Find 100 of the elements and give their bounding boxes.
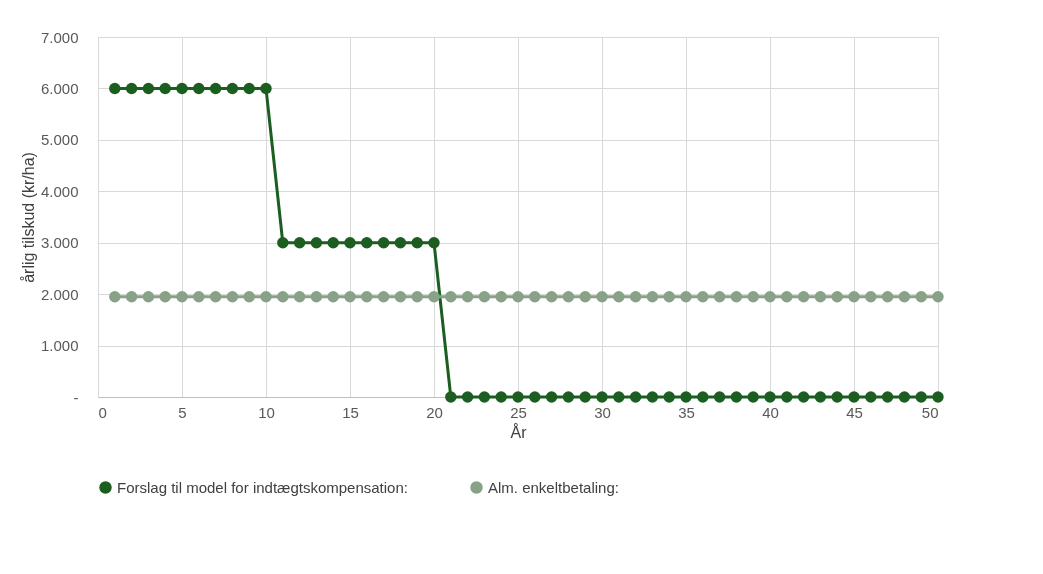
- point: [545, 291, 558, 303]
- point: [243, 82, 255, 95]
- point: [881, 291, 894, 303]
- point: [293, 291, 306, 303]
- point: [226, 82, 239, 95]
- point: [680, 391, 692, 403]
- point: [176, 291, 188, 303]
- point: [797, 291, 810, 303]
- y-tick-label: 3.000: [40, 234, 79, 252]
- point: [579, 391, 591, 403]
- point: [377, 237, 390, 249]
- point: [781, 391, 793, 403]
- point: [865, 291, 877, 303]
- point: [613, 291, 625, 303]
- y-tick-label: 4.000: [40, 182, 79, 200]
- point: [747, 291, 759, 303]
- point: [529, 391, 541, 403]
- point: [764, 291, 776, 303]
- point: [512, 291, 524, 303]
- point: [344, 237, 356, 249]
- point: [596, 291, 608, 303]
- point: [461, 291, 474, 303]
- point: [915, 291, 927, 303]
- point: [478, 391, 491, 403]
- point: [411, 291, 423, 303]
- point: [797, 391, 810, 403]
- x-tick-label: 40: [762, 403, 779, 421]
- point: [310, 291, 323, 303]
- point: [209, 291, 222, 303]
- point: [109, 82, 121, 95]
- point: [461, 391, 474, 403]
- point: [881, 391, 894, 403]
- y-tick-label: 7.000: [40, 28, 79, 46]
- point: [730, 291, 743, 303]
- point: [898, 391, 911, 403]
- point: [327, 291, 339, 303]
- point: [764, 391, 776, 403]
- point: [394, 291, 407, 303]
- point: [125, 82, 138, 95]
- point: [193, 291, 205, 303]
- x-tick-label: 30: [594, 403, 611, 421]
- y-tick-label: 6.000: [40, 79, 79, 97]
- point: [109, 291, 121, 303]
- point: [848, 391, 860, 403]
- x-tick-label: 5: [178, 403, 187, 421]
- x-tick-label: 20: [426, 403, 443, 421]
- point: [697, 391, 709, 403]
- point: [663, 391, 675, 403]
- point: [142, 291, 155, 303]
- point: [562, 391, 575, 403]
- point: [411, 237, 423, 249]
- point: [848, 291, 860, 303]
- x-tick-label: 45: [846, 403, 863, 421]
- point: [663, 291, 675, 303]
- point: [277, 291, 289, 303]
- point: [814, 391, 827, 403]
- point: [394, 237, 407, 249]
- x-tick-label: 35: [678, 403, 695, 421]
- y-tick-label: -: [73, 388, 79, 406]
- point: [932, 391, 944, 403]
- point: [495, 291, 507, 303]
- point: [831, 391, 843, 403]
- point: [529, 291, 541, 303]
- point: [562, 291, 575, 303]
- point: [747, 391, 759, 403]
- y-tick-label: 5.000: [40, 131, 79, 149]
- point: [646, 291, 659, 303]
- point: [260, 291, 272, 303]
- point: [680, 291, 692, 303]
- point: [277, 237, 289, 249]
- point: [629, 291, 642, 303]
- y-tick-label: 1.000: [40, 337, 79, 355]
- point: [193, 82, 205, 95]
- point: [260, 82, 272, 95]
- point: [865, 391, 877, 403]
- x-tick-label: 15: [342, 403, 359, 421]
- x-axis-title: År: [510, 422, 528, 441]
- x-tick-label: 25: [510, 403, 527, 421]
- point: [596, 391, 608, 403]
- point: [176, 82, 188, 95]
- point: [697, 291, 709, 303]
- point: [915, 391, 927, 403]
- point: [932, 291, 944, 303]
- point: [713, 291, 726, 303]
- point: [629, 391, 642, 403]
- point: [209, 82, 222, 95]
- x-tick-label: 0: [98, 403, 107, 421]
- y-axis-title: årlig tilskud (kr/ha): [19, 152, 37, 283]
- x-tick-label: 50: [921, 403, 939, 421]
- point: [445, 291, 457, 303]
- point: [361, 237, 373, 249]
- point: [125, 291, 138, 303]
- point: [159, 291, 171, 303]
- point: [898, 291, 911, 303]
- point: [344, 291, 356, 303]
- point: [646, 391, 659, 403]
- point: [478, 291, 491, 303]
- point: [495, 391, 507, 403]
- point: [579, 291, 591, 303]
- x-tick-label: 10: [258, 403, 275, 421]
